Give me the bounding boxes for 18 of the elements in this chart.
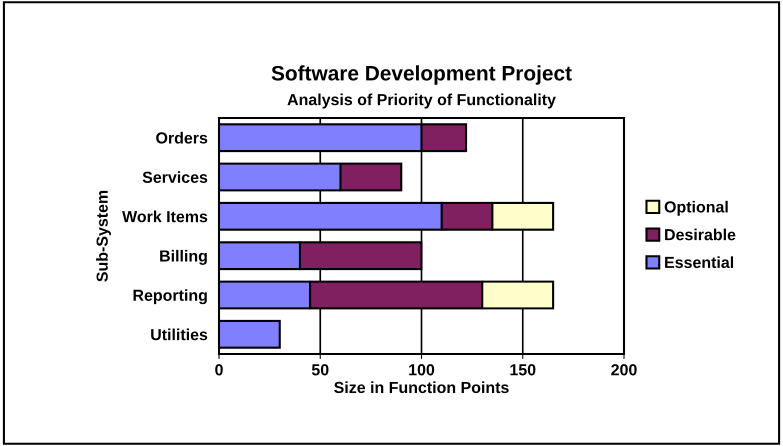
y-tick-label: Utilities bbox=[151, 328, 208, 340]
x-tick-label: 150 bbox=[510, 364, 536, 376]
legend-label: Essential bbox=[665, 256, 734, 268]
x-tick-label: 50 bbox=[312, 364, 328, 376]
x-tick-label: 0 bbox=[215, 364, 223, 376]
x-tick-label: 100 bbox=[409, 364, 434, 376]
chart-title: Software Development Project bbox=[272, 65, 572, 85]
y-tick-label: Orders bbox=[156, 132, 208, 144]
x-tick-label: 200 bbox=[611, 364, 637, 376]
legend-label: Optional bbox=[664, 200, 728, 216]
chart-subtitle: Analysis of Priority of Functionality bbox=[287, 94, 556, 108]
legend-label: Desirable bbox=[665, 228, 736, 240]
y-tick-label: Work Items bbox=[122, 210, 208, 222]
x-axis-title: Size in Function Points bbox=[334, 381, 509, 394]
y-axis-title: Sub-System bbox=[96, 190, 111, 282]
y-tick-label: Billing bbox=[160, 250, 207, 265]
y-tick-label: Reporting bbox=[134, 289, 207, 304]
y-tick-label: Services bbox=[142, 171, 208, 183]
